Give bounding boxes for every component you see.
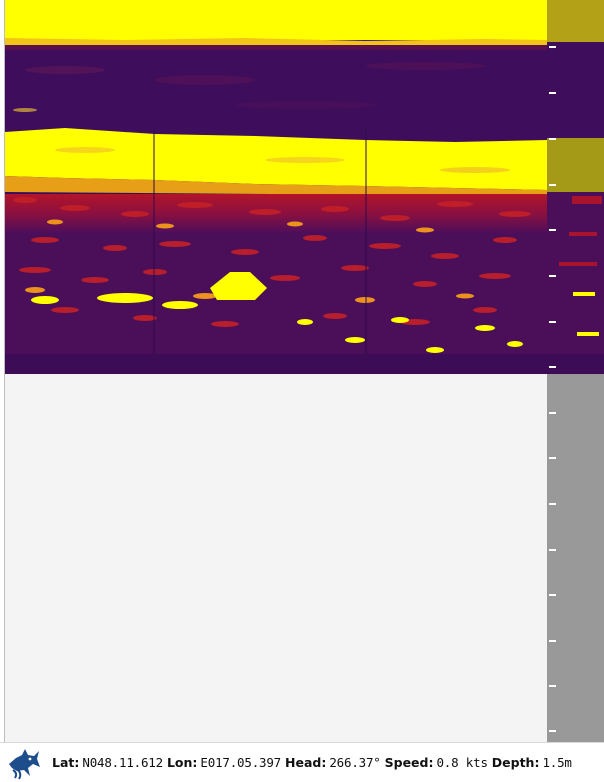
status-bar: Lat: N048.11.612 Lon: E017.05.397 Head: … bbox=[0, 742, 604, 782]
depth-tick bbox=[549, 366, 556, 368]
depth-tick bbox=[549, 685, 556, 687]
depth-tick bbox=[549, 412, 556, 414]
lat-label: Lat: bbox=[52, 755, 80, 770]
speed-label: Speed: bbox=[384, 755, 434, 770]
depth-tick bbox=[549, 594, 556, 596]
depth-tick bbox=[549, 229, 556, 231]
heading-value: 266.37° bbox=[329, 755, 381, 770]
depth-strip-sonar bbox=[547, 0, 604, 374]
sonar-waterfall[interactable] bbox=[5, 0, 547, 374]
status-readout: Lat: N048.11.612 Lon: E017.05.397 Head: … bbox=[52, 755, 576, 770]
depth-tick bbox=[549, 46, 556, 48]
depth-value: 1.5m bbox=[542, 755, 572, 770]
depth-tick bbox=[549, 92, 556, 94]
lon-label: Lon: bbox=[166, 755, 198, 770]
speed-value: 0.8 kts bbox=[436, 755, 488, 770]
depth-tick bbox=[549, 275, 556, 277]
lon-value: E017.05.397 bbox=[200, 755, 282, 770]
empty-sonar-area bbox=[5, 374, 547, 742]
heading-label: Head: bbox=[285, 755, 327, 770]
depth-scale-strip bbox=[547, 0, 604, 742]
depth-tick bbox=[549, 503, 556, 505]
depth-tick bbox=[549, 457, 556, 459]
depth-label: Depth: bbox=[491, 755, 540, 770]
depth-tick bbox=[549, 730, 556, 732]
depth-tick bbox=[549, 549, 556, 551]
sonar-plot-frame bbox=[4, 0, 604, 742]
fish-logo-icon bbox=[6, 745, 42, 781]
depth-tick bbox=[549, 184, 556, 186]
lat-value: N048.11.612 bbox=[82, 755, 163, 770]
depth-tick bbox=[549, 138, 556, 140]
depth-tick bbox=[549, 640, 556, 642]
depth-tick bbox=[549, 321, 556, 323]
